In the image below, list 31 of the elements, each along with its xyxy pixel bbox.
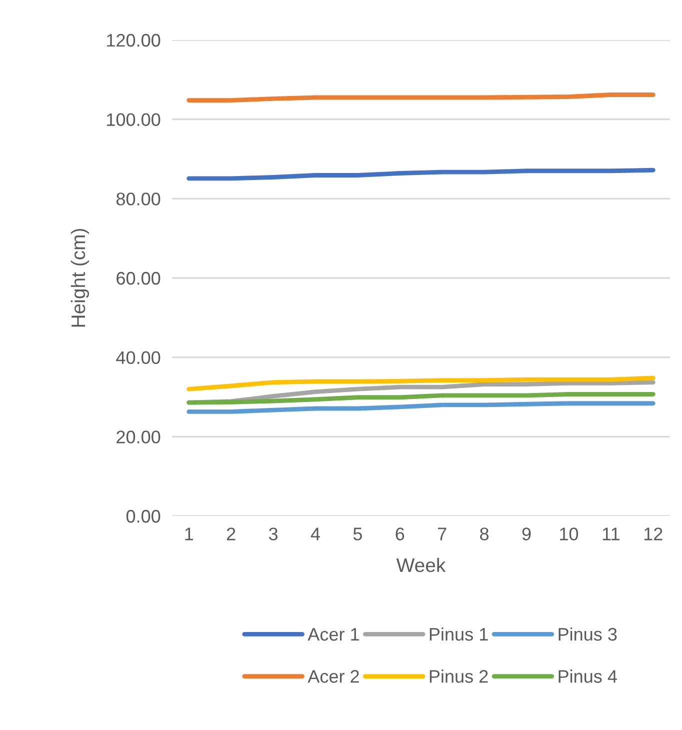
x-axis-title: Week [396,558,446,572]
x-tick-label: 7 [438,528,446,540]
x-tick-label: 9 [522,528,531,540]
y-tick-label: 20.00 [116,430,160,444]
line-series [186,376,656,392]
x-tick-label: 8 [480,528,489,540]
x-tick-label: 5 [353,528,362,540]
y-tick-label: 80.00 [116,192,160,206]
x-tick-label: 3 [268,528,278,540]
x-tick-label: 11 [602,528,620,540]
y-tick-label: 120.00 [107,34,160,47]
y-tick-label: 60.00 [116,272,160,285]
y-axis-title: Height (cm) [70,228,90,327]
y-tick-label: 0.00 [126,510,160,523]
x-tick-label: 4 [310,528,320,540]
x-tick-label: 10 [560,528,578,540]
x-tick-label: 6 [396,528,404,540]
legend-label: Pinus 1 [430,627,488,641]
x-tick-label: 12 [644,528,662,540]
line-series [186,392,656,405]
line-series [186,168,656,181]
y-tick-label: 40.00 [116,351,160,364]
legend-label: Acer 2 [308,670,359,683]
y-tick-label: 100.00 [107,113,160,126]
legend-label: Pinus 3 [558,627,617,641]
legend-label: Pinus 2 [430,670,488,683]
x-tick-label: 2 [226,528,236,540]
line-series [186,401,656,414]
legend-label: Pinus 4 [558,670,617,683]
x-tick-label: 1 [185,528,194,540]
legend-label: Acer 1 [308,628,359,641]
